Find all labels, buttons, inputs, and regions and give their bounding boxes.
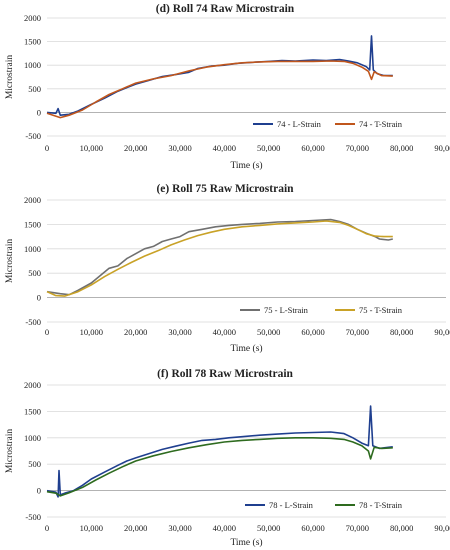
y-tick-label: -500 [25,512,41,522]
y-tick-label: 1000 [24,244,41,254]
y-axis-title: Microstrain [5,55,15,100]
y-tick-label: 1500 [24,219,41,229]
y-tick-label: 0 [37,293,41,303]
x-axis-title: Time (s) [230,537,262,548]
y-tick-label: 2000 [24,380,41,390]
series-line-l-strain [46,405,393,498]
x-tick-label: 40,000 [213,523,236,533]
y-tick-label: 2000 [24,195,41,205]
x-tick-label: 0 [45,523,49,533]
x-tick-label: 80,000 [390,327,413,337]
series-line-l-strain [46,35,393,116]
x-tick-label: 90,000 [434,327,450,337]
x-tick-label: 0 [45,143,49,153]
x-tick-label: 0 [45,327,49,337]
x-tick-label: 20,000 [124,143,147,153]
x-tick-label: 80,000 [390,143,413,153]
series-line-t-strain [46,220,393,297]
x-tick-label: 20,000 [124,327,147,337]
x-tick-label: 10,000 [80,327,103,337]
x-tick-label: 10,000 [80,143,103,153]
x-tick-label: 60,000 [301,327,324,337]
y-tick-label: -500 [25,317,41,327]
x-axis-title: Time (s) [230,160,262,171]
chart-roll-74: (d) Roll 74 Raw Microstrain -500 0 500 1000 1… [5,3,450,171]
x-tick-label: 60,000 [301,523,324,533]
chart-panel-roll-74: (d) Roll 74 Raw Microstrain -500 0 500 1000 1… [0,0,450,182]
x-tick-label: 40,000 [213,143,236,153]
y-tick-label: 500 [28,84,41,94]
legend-label: 78 - L-Strain [269,500,314,510]
y-tick-label: 0 [37,486,41,496]
x-tick-label: 30,000 [168,143,191,153]
chart-panel-roll-75: (e) Roll 75 Raw Microstrain -500 0 500 1000 1… [0,180,450,365]
y-tick-label: 0 [37,107,41,117]
chart-title: (f) Roll 78 Raw Microstrain [157,368,293,380]
y-tick-label: 500 [28,459,41,469]
chart-roll-78: (f) Roll 78 Raw Microstrain -500 0 500 1000 1… [5,368,450,548]
legend-label: 74 - L-Strain [277,119,322,129]
y-tick-label: 2000 [24,13,41,23]
chart-roll-75: (e) Roll 75 Raw Microstrain -500 0 500 1000 1… [5,183,450,354]
x-tick-label: 10,000 [80,523,103,533]
y-tick-label: 500 [28,268,41,278]
chart-panel-roll-78: (f) Roll 78 Raw Microstrain -500 0 500 1000 1… [0,365,450,550]
x-axis-title: Time (s) [230,343,262,354]
y-tick-label: -500 [25,131,41,141]
y-tick-label: 1000 [24,60,41,70]
y-tick-label: 1500 [24,37,41,47]
legend-label: 78 - T-Strain [359,500,403,510]
x-tick-label: 60,000 [301,143,324,153]
x-tick-label: 50,000 [257,143,280,153]
y-axis-title: Microstrain [5,239,15,284]
legend-label: 74 - T-Strain [359,119,403,129]
legend-label: 75 - T-Strain [359,305,403,315]
x-tick-label: 30,000 [168,523,191,533]
x-tick-label: 70,000 [346,523,369,533]
x-tick-label: 80,000 [390,523,413,533]
legend-label: 75 - L-Strain [264,305,309,315]
series-line-t-strain [46,437,393,497]
y-tick-label: 1500 [24,406,41,416]
y-tick-label: 1000 [24,433,41,443]
chart-title: (d) Roll 74 Raw Microstrain [156,3,295,15]
x-tick-label: 90,000 [434,143,450,153]
series-line-t-strain [46,60,393,119]
x-tick-label: 50,000 [257,523,280,533]
x-tick-label: 30,000 [168,327,191,337]
chart-title: (e) Roll 75 Raw Microstrain [156,183,294,195]
x-tick-label: 70,000 [346,143,369,153]
x-tick-label: 70,000 [346,327,369,337]
x-tick-label: 50,000 [257,327,280,337]
x-tick-label: 40,000 [213,327,236,337]
x-tick-label: 20,000 [124,523,147,533]
y-axis-title: Microstrain [5,429,15,474]
x-tick-label: 90,000 [434,523,450,533]
